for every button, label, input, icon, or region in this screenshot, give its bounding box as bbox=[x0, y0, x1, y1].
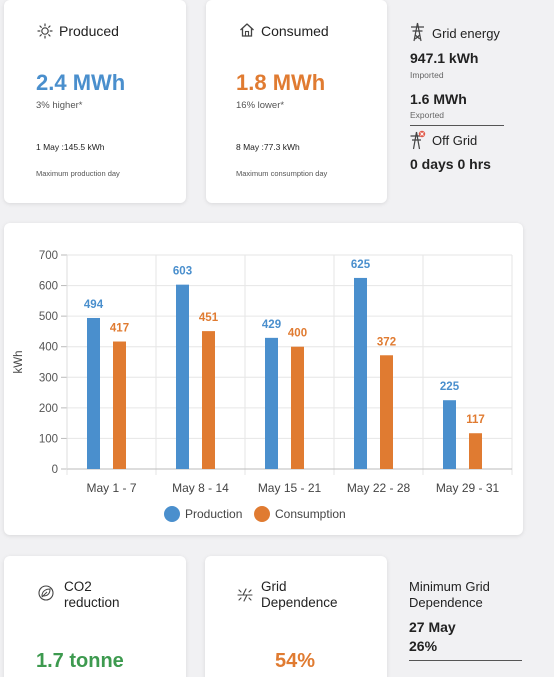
leaf-icon bbox=[38, 585, 54, 601]
produced-change: 3% higher* bbox=[36, 100, 83, 111]
produced-title: Produced bbox=[37, 23, 119, 39]
legend-label-consumption: Consumption bbox=[275, 507, 346, 521]
data-label-production: 494 bbox=[84, 299, 104, 311]
produced-max-day: 1 May :145.5 kWh bbox=[36, 142, 105, 152]
data-label-production: 603 bbox=[173, 266, 192, 278]
co2-title-line2: reduction bbox=[64, 595, 120, 610]
y-tick-label: 600 bbox=[39, 281, 58, 293]
data-label-consumption: 417 bbox=[110, 323, 129, 335]
bar-production bbox=[443, 400, 456, 469]
consumed-max-label: Maximum consumption day bbox=[236, 169, 328, 178]
consumed-title-label: Consumed bbox=[261, 23, 329, 39]
grid-exported-value: 1.6 MWh bbox=[410, 91, 467, 107]
min-grid-value: 26% bbox=[409, 638, 438, 654]
data-label-production: 429 bbox=[262, 319, 281, 331]
produced-title-label: Produced bbox=[59, 23, 119, 39]
bar-consumption bbox=[380, 355, 393, 469]
grid-imported-value: 947.1 kWh bbox=[410, 50, 479, 66]
grid-energy-title: Grid energy bbox=[432, 26, 500, 41]
min-grid-title: Minimum Grid Dependence bbox=[409, 579, 490, 611]
x-tick-label: May 22 - 28 bbox=[347, 481, 411, 495]
off-grid-value: 0 days 0 hrs bbox=[410, 156, 491, 172]
consumed-value: 1.8 MWh bbox=[236, 70, 326, 95]
bar-production bbox=[354, 277, 367, 469]
energy-chart-card: 0 100 200 300 400 500 600 700 kWh 494 417 May 1 - 7… bbox=[4, 223, 523, 535]
grid-dependence-title: Grid Dependence bbox=[261, 579, 338, 611]
consumed-title: Consumed bbox=[240, 23, 329, 39]
min-grid-title-line2: Dependence bbox=[409, 595, 483, 610]
y-tick-label: 200 bbox=[39, 403, 58, 415]
data-label-production: 225 bbox=[440, 381, 460, 393]
bar-consumption bbox=[469, 433, 482, 469]
bar-production bbox=[87, 317, 100, 469]
produced-max-label: Maximum production day bbox=[36, 169, 120, 178]
co2-card: CO2 reduction 1.7 tonne bbox=[4, 556, 186, 677]
grid-exported-label: Exported bbox=[410, 110, 445, 120]
data-label-consumption: 451 bbox=[199, 312, 219, 324]
bar-consumption bbox=[202, 331, 215, 469]
produced-value: 2.4 MWh bbox=[36, 70, 126, 95]
y-tick-label: 0 bbox=[52, 464, 58, 476]
bar-production bbox=[265, 337, 278, 469]
x-tick-label: May 15 - 21 bbox=[258, 481, 322, 495]
x-tick-label: May 8 - 14 bbox=[172, 481, 229, 495]
y-tick-label: 100 bbox=[39, 433, 58, 445]
y-tick-label: 400 bbox=[39, 342, 58, 354]
co2-title: CO2 reduction bbox=[64, 579, 120, 611]
x-tick-label: May 29 - 31 bbox=[436, 481, 500, 495]
co2-value: 1.7 tonne bbox=[36, 650, 124, 672]
grid-divider bbox=[410, 125, 504, 126]
min-grid-title-line1: Minimum Grid bbox=[409, 579, 490, 594]
off-grid-icon bbox=[410, 130, 426, 150]
data-label-consumption: 400 bbox=[288, 328, 307, 340]
data-label-consumption: 117 bbox=[466, 414, 485, 426]
y-axis-label: kWh bbox=[13, 351, 25, 374]
bar-consumption bbox=[113, 341, 126, 469]
data-label-production: 625 bbox=[351, 259, 371, 271]
y-tick-label: 500 bbox=[39, 311, 58, 323]
bar-production bbox=[176, 284, 189, 469]
y-tick-label: 700 bbox=[39, 250, 58, 262]
produced-card: Produced 2.4 MWh 3% higher* 1 May :145.5… bbox=[4, 0, 186, 203]
grid-dependence-title-line2: Dependence bbox=[261, 595, 338, 610]
data-label-consumption: 372 bbox=[377, 336, 396, 348]
min-grid-date: 27 May bbox=[409, 619, 456, 635]
pylon-icon bbox=[411, 22, 424, 42]
consumed-card: Consumed 1.8 MWh 16% lower* 8 May :77.3 … bbox=[206, 0, 387, 203]
energy-bar-chart: 0 100 200 300 400 500 600 700 kWh 494 417 May 1 - 7… bbox=[13, 250, 513, 522]
consumed-change: 16% lower* bbox=[236, 100, 285, 111]
bar-consumption bbox=[291, 346, 304, 469]
grid-dependence-title-line1: Grid bbox=[261, 579, 287, 594]
legend-swatch-consumption bbox=[254, 506, 270, 522]
consumed-max-day: 8 May :77.3 kWh bbox=[236, 142, 300, 152]
co2-title-line1: CO2 bbox=[64, 579, 92, 594]
house-icon bbox=[240, 23, 254, 37]
grid-imported-label: Imported bbox=[410, 70, 444, 80]
y-tick-label: 300 bbox=[39, 372, 58, 384]
grid-dependence-card: Grid Dependence 54% bbox=[205, 556, 387, 677]
sun-icon bbox=[37, 23, 53, 39]
min-grid-divider bbox=[409, 660, 522, 661]
x-tick-label: May 1 - 7 bbox=[86, 481, 136, 495]
grid-dependence-value: 54% bbox=[275, 650, 316, 672]
off-grid-title: Off Grid bbox=[432, 133, 478, 148]
grid-dependence-icon bbox=[237, 588, 253, 602]
legend-label-production: Production bbox=[185, 507, 242, 521]
legend-swatch-production bbox=[164, 506, 180, 522]
